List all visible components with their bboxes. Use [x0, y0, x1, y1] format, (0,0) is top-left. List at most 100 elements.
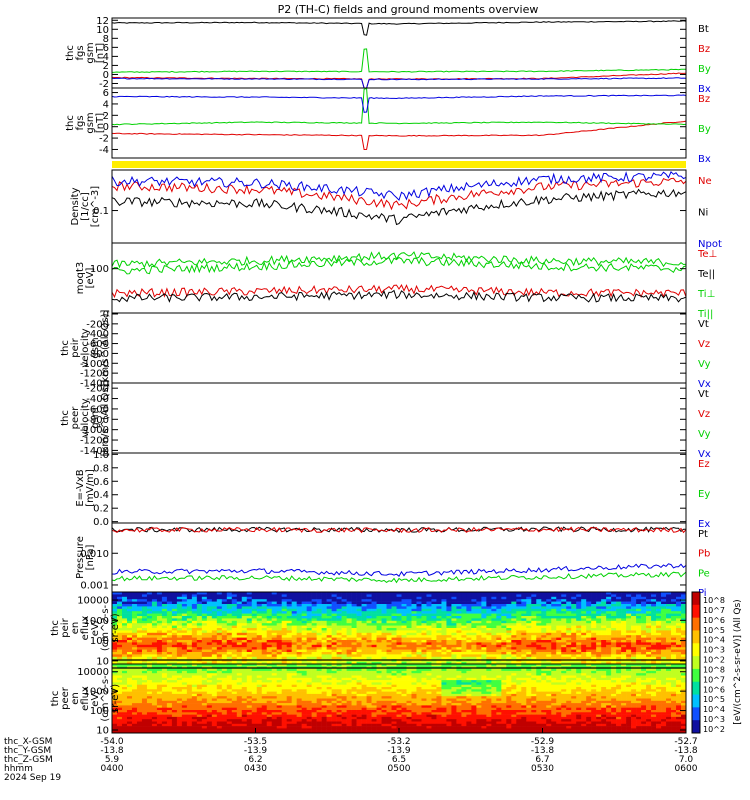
spectrogram-cell — [296, 604, 302, 607]
spectrogram-cell — [391, 640, 397, 643]
spectrogram-cell — [301, 644, 307, 648]
spectrogram-cell — [261, 670, 268, 674]
spectrogram-cell — [326, 647, 332, 650]
spectrogram-cell — [241, 623, 248, 626]
spectrogram-cell — [251, 664, 258, 667]
y-tick-label: -200 — [86, 319, 109, 330]
spectrogram-cell — [581, 592, 587, 595]
spectrogram-cell — [606, 596, 612, 600]
spectrogram-cell — [276, 640, 282, 643]
spectrogram-cell — [341, 670, 347, 674]
spectrogram-cell — [136, 654, 143, 658]
spectrogram-cell — [581, 625, 587, 629]
spectrogram-cell — [646, 661, 652, 665]
spectrogram-cell — [216, 642, 223, 646]
spectrogram-cell — [156, 599, 163, 602]
spectrogram-cell — [421, 677, 427, 681]
spectrogram-cell — [266, 687, 273, 690]
spectrogram-cell — [546, 620, 552, 624]
spectrogram-cell — [586, 644, 592, 648]
spectrogram-cell — [266, 628, 273, 631]
spectrogram-cell — [541, 687, 547, 690]
spectrogram-cell — [611, 677, 617, 681]
spectrogram-cell — [616, 647, 622, 650]
spectrogram-cell — [381, 642, 387, 646]
legend-entry: Te|| — [697, 269, 715, 280]
spectrogram-cell — [621, 647, 627, 650]
spectrogram-cell — [166, 637, 173, 641]
spectrogram-cell — [146, 664, 153, 667]
spectrogram-cell — [476, 647, 482, 650]
spectrogram-cell — [681, 644, 687, 648]
spectrogram-cell — [416, 677, 422, 681]
spectrogram-cell — [196, 652, 203, 655]
spectrogram-cell — [546, 611, 552, 614]
spectrogram-cell — [361, 673, 367, 676]
spectrogram-cell — [112, 640, 118, 643]
spectrogram-cell — [656, 632, 662, 636]
spectrogram-cell — [396, 652, 402, 655]
spectrogram-cell — [116, 604, 123, 607]
spectrogram-cell — [151, 613, 158, 617]
spectrogram-cell — [276, 654, 282, 658]
spectrogram-cell — [561, 687, 567, 690]
spectrogram-cell — [261, 684, 268, 688]
spectrogram-cell — [486, 661, 492, 665]
spectrogram-cell — [416, 592, 422, 595]
spectrogram-cell — [191, 632, 198, 636]
spectrogram-cell — [566, 613, 572, 617]
spectrogram-cell — [336, 616, 342, 619]
spectrogram-cell — [521, 630, 527, 634]
spectrogram-cell — [661, 637, 667, 641]
spectrogram-cell — [431, 606, 437, 610]
spectrogram-cell — [206, 682, 213, 685]
spectrogram-cell — [256, 682, 263, 685]
spectrogram-cell — [471, 635, 477, 638]
spectrogram-cell — [516, 668, 522, 672]
spectrogram-cell — [386, 684, 392, 688]
spectrogram-cell — [146, 635, 153, 638]
spectrogram-cell — [586, 670, 592, 674]
spectrogram-cell — [516, 664, 522, 667]
spectrogram-cell — [641, 652, 647, 655]
spectrogram-cell — [121, 642, 128, 646]
spectrogram-cell — [681, 652, 687, 655]
spectrogram-cell — [296, 630, 302, 634]
spectrogram-cell — [506, 652, 512, 655]
spectrogram-cell — [191, 613, 198, 617]
spectrogram-cell — [526, 687, 532, 690]
spectrogram-cell — [516, 677, 522, 681]
spectrogram-cell — [141, 632, 148, 636]
y-tick-label: -800 — [86, 349, 109, 360]
spectrogram-cell — [321, 618, 327, 622]
spectrogram-cell — [401, 616, 407, 619]
spectrogram-cell — [161, 642, 168, 646]
spectrogram-cell — [596, 640, 602, 643]
y-tick-label: 0.010 — [80, 549, 109, 560]
spectrogram-cell — [421, 668, 427, 672]
spectrogram-cell — [481, 635, 487, 638]
spectrogram-cell — [466, 618, 472, 622]
spectrogram-cell — [126, 642, 133, 646]
spectrogram-cell — [416, 630, 422, 634]
legend-entry: Bt — [698, 24, 709, 35]
spectrogram-cell — [201, 592, 208, 595]
legend-entry: Vt — [698, 319, 709, 330]
spectrogram-cell — [141, 613, 148, 617]
spectrogram-cell — [166, 689, 173, 692]
spectrogram-cell — [186, 670, 193, 674]
spectrogram-cell — [176, 616, 183, 619]
spectrogram-cell — [551, 673, 557, 676]
spectrogram-cell — [626, 670, 632, 674]
spectrogram-cell — [211, 632, 218, 636]
spectrogram-cell — [371, 635, 377, 638]
spectrogram-cell — [676, 616, 682, 619]
spectrogram-cell — [186, 623, 193, 626]
spectrogram-cell — [511, 647, 517, 650]
spectrogram-cell — [246, 661, 253, 665]
y-axis-label: thcpeervelocitygsm[km/s^(All Qs)] — [60, 380, 111, 457]
spectrogram-cell — [431, 623, 437, 626]
spectrogram-cell — [626, 677, 632, 681]
spectrogram-cell — [586, 675, 592, 679]
spectrogram-cell — [316, 630, 322, 634]
